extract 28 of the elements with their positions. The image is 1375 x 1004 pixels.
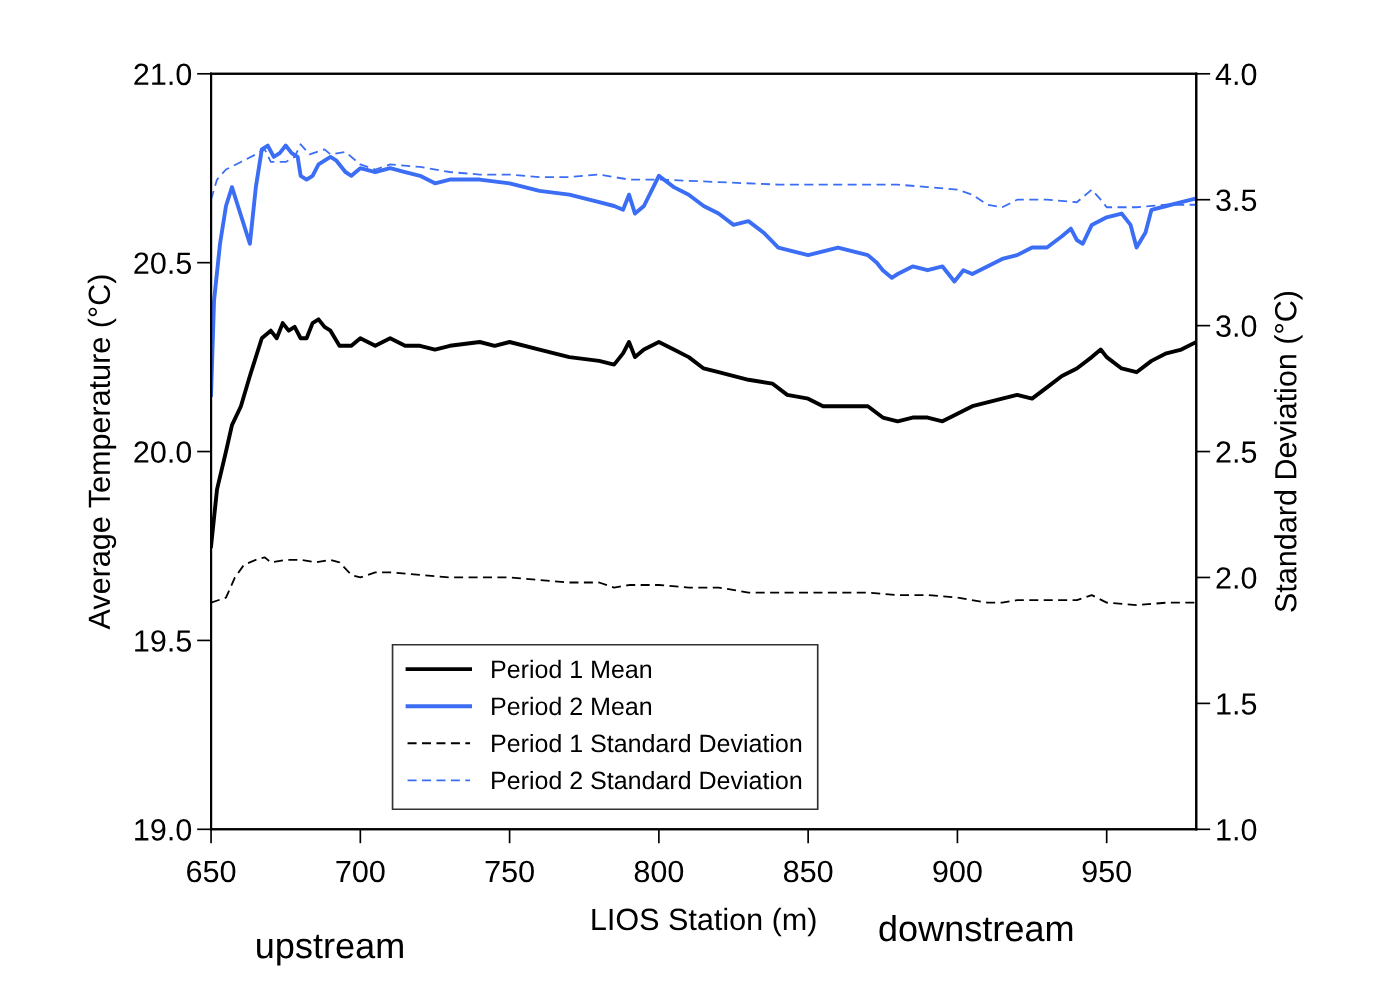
x-tick-label: 950 — [1082, 860, 1131, 883]
text: downstream — [879, 914, 1073, 942]
x-tick-label: 700 — [336, 860, 385, 883]
y-tick-label: 20.5 — [134, 252, 192, 275]
legend-label: Period 1 Standard Deviation — [492, 733, 802, 753]
y2-tick-label: 3.5 — [1216, 189, 1257, 212]
y2-tick-label: 2.5 — [1216, 441, 1257, 463]
y2-tick-label: 1.0 — [1217, 819, 1257, 841]
y-tick-label: 19.0 — [135, 819, 192, 841]
x-tick-label: 900 — [933, 860, 982, 883]
x-tick-label: 750 — [485, 860, 534, 883]
y2-tick-label: 3.0 — [1216, 315, 1257, 337]
x-tick-label: 650 — [187, 860, 236, 883]
y2-tick-label: 1.5 — [1217, 693, 1257, 715]
y-tick-label: 20.0 — [134, 441, 192, 463]
x-tick-label: 850 — [783, 860, 833, 883]
y2-tick-label: 2.0 — [1216, 567, 1257, 589]
y2-axis-title: Standard Deviation (°C) — [1274, 291, 1303, 612]
legend-label: Period 2 Mean — [492, 696, 652, 716]
x-axis-title: LIOS Station (m) — [592, 907, 816, 937]
y2-tick-label: 4.0 — [1215, 63, 1257, 86]
legend-label: Period 1 Mean — [492, 659, 652, 679]
y-tick-label: 19.5 — [135, 630, 192, 652]
text: upstream — [257, 934, 403, 966]
x-tick-label: 800 — [634, 860, 684, 883]
legend-label: Period 2 Standard Deviation — [492, 770, 802, 790]
y-axis-title: Average Temperature (°C) — [87, 275, 117, 630]
y-tick-label: 21.0 — [134, 63, 192, 86]
